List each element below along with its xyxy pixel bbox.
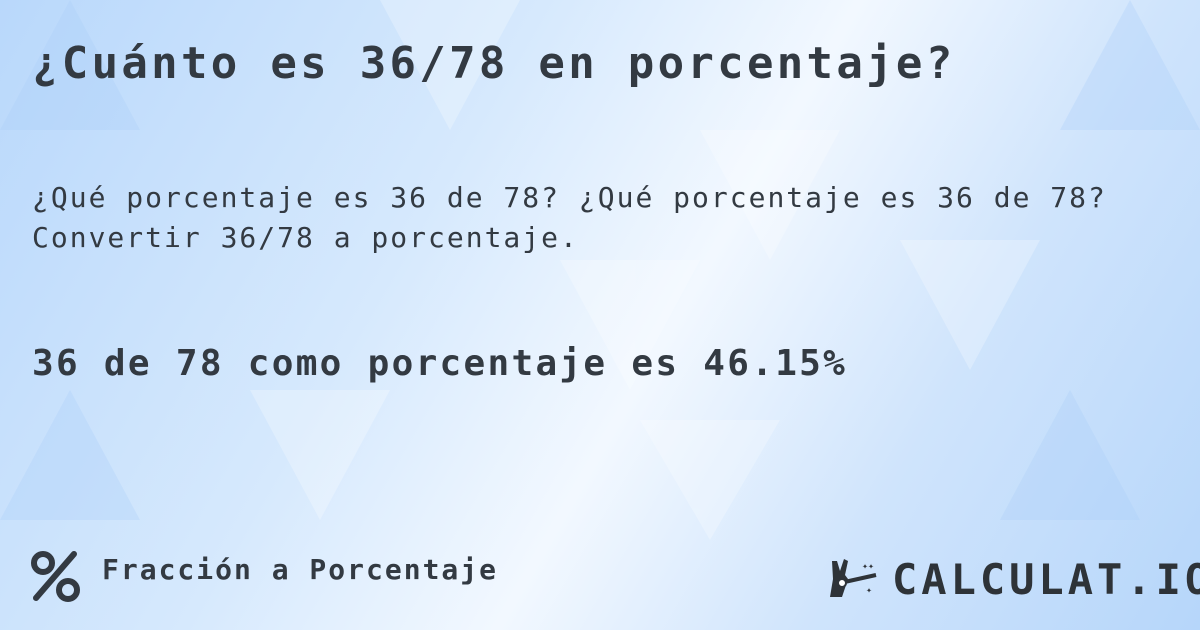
category-link[interactable]: Fracción a Porcentaje — [102, 553, 499, 586]
magic-hand-icon: ✦✦ ✦ — [830, 558, 877, 597]
svg-text:✦: ✦ — [866, 585, 872, 596]
subtitle-line-2: Convertir 36/78 a porcentaje. — [32, 221, 579, 254]
svg-text:✦✦: ✦✦ — [862, 561, 874, 572]
percent-icon — [31, 551, 80, 602]
subtitle-line-1: ¿Qué porcentaje es 36 de 78? ¿Qué porcen… — [32, 181, 1107, 214]
subtitle: ¿Qué porcentaje es 36 de 78? ¿Qué porcen… — [32, 178, 1107, 258]
page-title: ¿Cuánto es 36/78 en porcentaje? — [32, 38, 956, 89]
result-text: 36 de 78 como porcentaje es 46.15% — [32, 343, 848, 384]
logo-text: CALCULAT.IO — [892, 555, 1200, 604]
calculat-logo[interactable]: ✦✦ ✦ CALCULAT.IO — [828, 555, 1200, 604]
